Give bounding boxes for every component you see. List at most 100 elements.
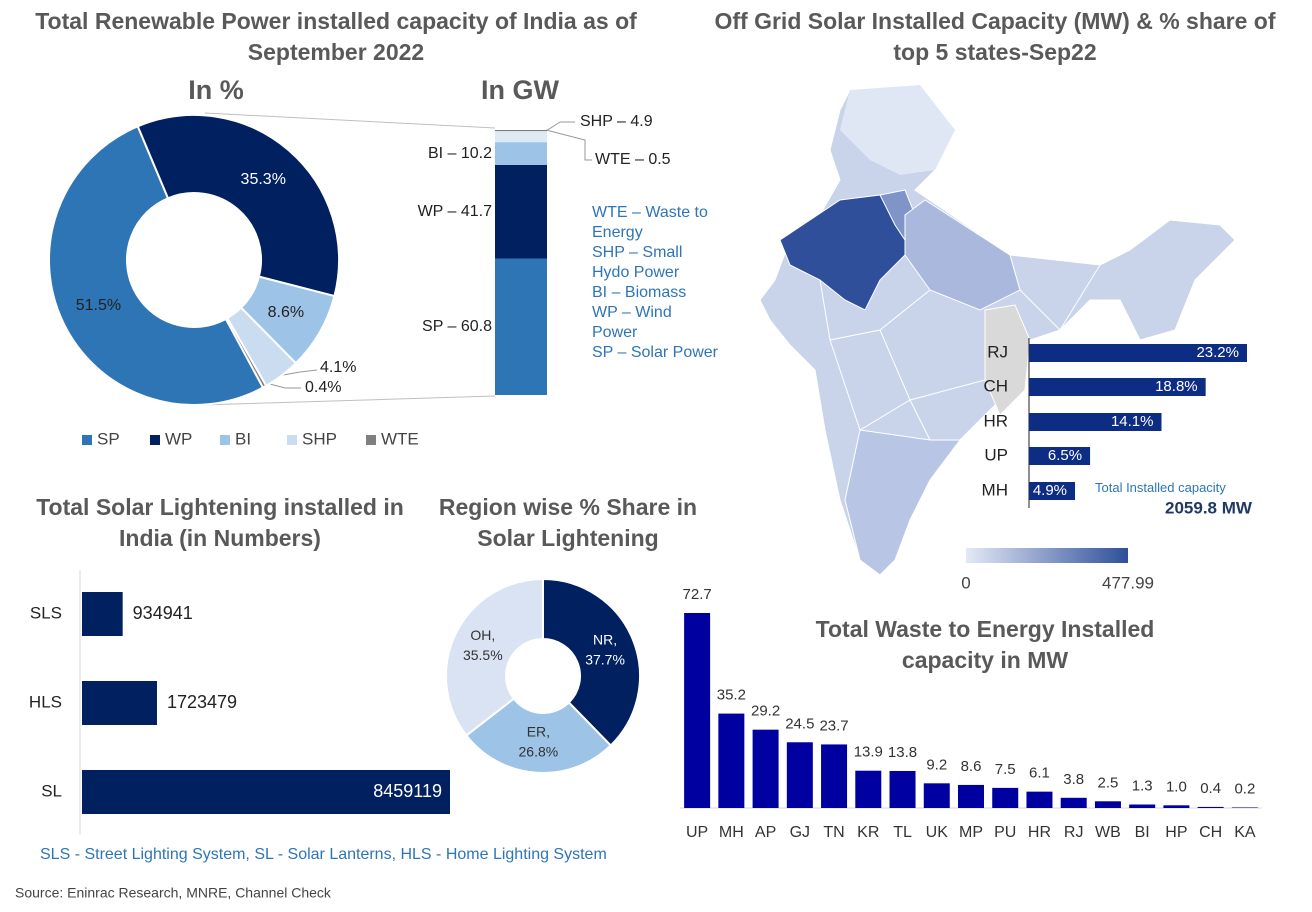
- value-label: 35.2: [717, 687, 746, 704]
- category-label: HLS: [29, 692, 62, 711]
- x-tick-label: TL: [893, 824, 912, 841]
- legend-swatch: [150, 435, 160, 445]
- x-tick-label: RJ: [1064, 824, 1084, 841]
- slice: [48, 125, 265, 406]
- map-up: [904, 199, 1021, 311]
- legend-label: SP: [97, 429, 120, 448]
- slice-label: 4.1%: [320, 359, 356, 376]
- x-tick-label: KA: [1234, 824, 1256, 841]
- chart-title: Total Waste to Energy Installed capacity…: [815, 616, 1155, 673]
- value-label: 23.7: [819, 717, 848, 734]
- slice-label: 0.4%: [305, 379, 341, 396]
- legend-swatch: [82, 435, 92, 445]
- value-label: 1723479: [167, 692, 237, 712]
- bar: [1197, 806, 1224, 808]
- slice: [136, 114, 340, 298]
- value-label: 8459119: [373, 781, 442, 801]
- value-label: 72.7: [683, 586, 712, 603]
- bar: [752, 729, 779, 808]
- segment-label: BI – 10.2: [428, 145, 492, 162]
- value-label: 18.8%: [1155, 378, 1198, 395]
- note: WP – Wind Power: [592, 304, 672, 341]
- bar-segment: [495, 165, 547, 259]
- value-label: 4.9%: [1033, 482, 1067, 499]
- x-tick-label: WB: [1095, 824, 1121, 841]
- category-label: HR: [983, 411, 1008, 430]
- colorbar-label: 0: [961, 573, 970, 592]
- value-label: 8.6: [961, 758, 982, 775]
- legend-label: WTE: [381, 429, 419, 448]
- leader: [545, 129, 592, 161]
- value-label: 23.2%: [1196, 344, 1239, 361]
- value-label: 6.1: [1029, 765, 1050, 782]
- value-label: 24.5: [785, 715, 814, 732]
- connector: [199, 395, 496, 406]
- map-rajasthan: [779, 194, 906, 311]
- legend-swatch: [366, 435, 376, 445]
- bar: [923, 783, 950, 808]
- category-label: MH: [982, 480, 1008, 499]
- x-tick-label: HP: [1165, 824, 1187, 841]
- slice-label: 37.7%: [585, 651, 625, 667]
- map-states: [1019, 264, 1101, 331]
- chart-title: Region wise % Share in Solar Lightening: [438, 494, 698, 551]
- colorbar-label: 477.99: [1102, 573, 1154, 592]
- map-states: [819, 279, 931, 341]
- value-label: 1.0: [1166, 778, 1187, 795]
- category-label: SLS: [30, 603, 62, 622]
- bar-segment: [495, 130, 547, 132]
- slice-label: 8.6%: [268, 304, 304, 321]
- bar: [1163, 805, 1190, 808]
- category-label: SL: [41, 781, 62, 800]
- value-label: 0.4: [1200, 780, 1221, 797]
- bar-segment: [495, 258, 547, 395]
- legend-swatch: [287, 435, 297, 445]
- x-tick-label: KR: [857, 824, 879, 841]
- bar: [82, 770, 450, 814]
- chart-title: Off Grid Solar Installed Capacity (MW) &…: [714, 8, 1276, 65]
- value-label: 14.1%: [1111, 413, 1154, 430]
- x-tick-label: PU: [994, 824, 1016, 841]
- slice-label: 35.5%: [463, 647, 503, 663]
- bar: [855, 770, 882, 808]
- x-tick-label: HR: [1028, 824, 1051, 841]
- legend-label: BI: [235, 429, 251, 448]
- value-label: 2.5: [1098, 774, 1119, 791]
- value-label: 934941: [133, 603, 193, 623]
- segment-label: SHP – 4.9: [580, 113, 653, 130]
- value-label: 3.8: [1063, 771, 1084, 788]
- slice-category: OH,: [470, 627, 495, 643]
- slice: [542, 577, 641, 747]
- annotation: Total Installed capacity: [1095, 480, 1226, 495]
- x-tick-label: BI: [1135, 824, 1150, 841]
- bar: [889, 770, 916, 808]
- bar: [1029, 378, 1206, 396]
- x-tick-label: UP: [686, 824, 708, 841]
- bar: [821, 744, 848, 808]
- value-label: 0.2: [1234, 780, 1255, 797]
- x-tick-label: CH: [1199, 824, 1222, 841]
- bar: [786, 742, 813, 808]
- segment-label: WTE – 0.5: [595, 151, 671, 168]
- x-tick-label: UK: [926, 824, 949, 841]
- slice-category: ER,: [527, 724, 550, 740]
- note: SHP – Small Hydo Power: [592, 244, 683, 281]
- legend-swatch: [220, 435, 230, 445]
- connector: [204, 112, 496, 129]
- subtitle: In GW: [481, 75, 559, 105]
- value-label: 6.5%: [1048, 447, 1082, 464]
- bar: [1129, 804, 1156, 808]
- map-north: [840, 85, 955, 175]
- bar: [1029, 447, 1091, 465]
- bar: [992, 787, 1019, 808]
- bar: [1094, 801, 1121, 808]
- source: Source: Eninrac Research, MNRE, Channel …: [15, 885, 332, 901]
- category-label: UP: [984, 445, 1008, 464]
- slice: [224, 316, 268, 389]
- x-tick-label: TN: [823, 824, 844, 841]
- leader: [545, 121, 575, 132]
- value-label: 29.2: [751, 703, 780, 720]
- bar: [1231, 807, 1258, 808]
- value-label: 13.8: [888, 744, 917, 761]
